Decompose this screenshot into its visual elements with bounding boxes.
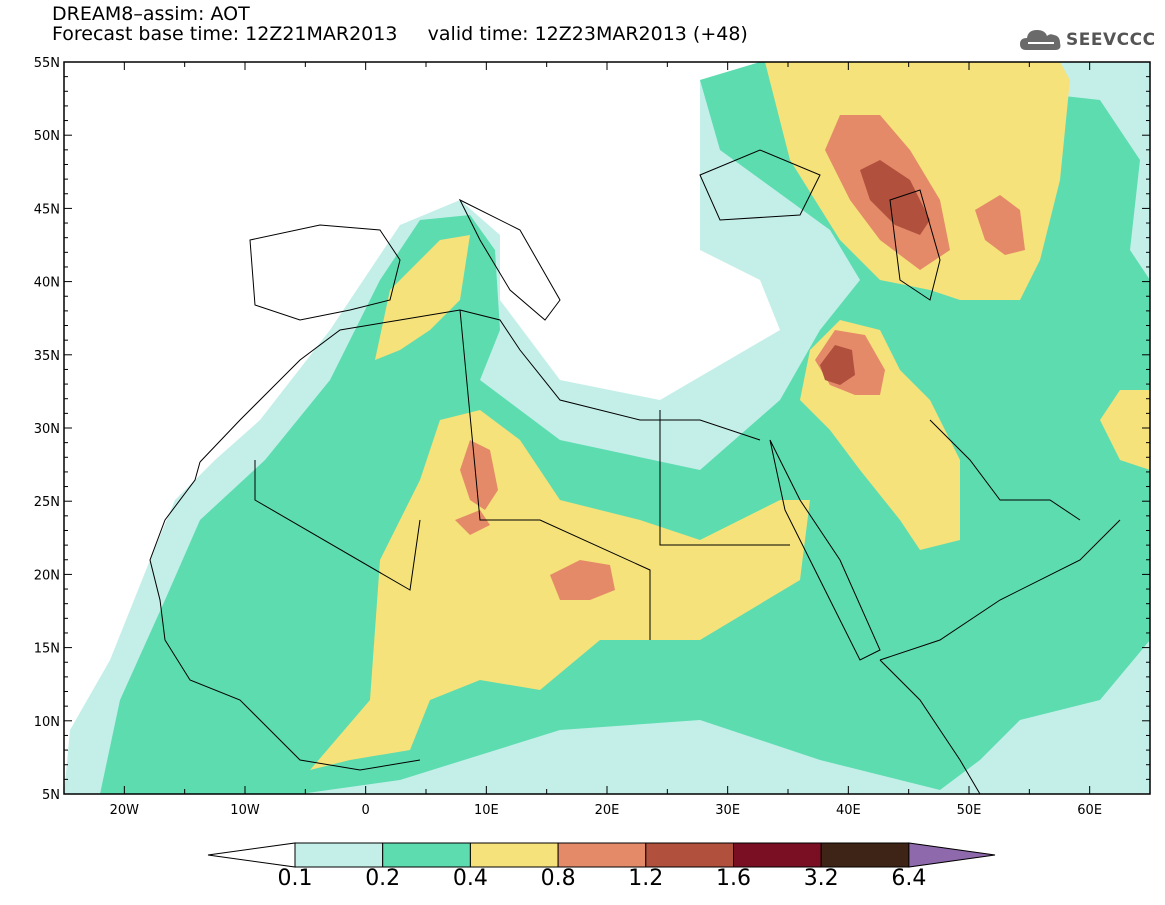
colorbar-swatch — [645, 842, 734, 868]
cloud-icon — [1020, 30, 1061, 50]
axis-tick-labels: 20W 10W 0 10E 20E 30E 40E 50E 60E 55N 50N 45N 40N 35N… — [34, 56, 1102, 818]
coastline-west-africa — [149, 461, 421, 771]
y-tick-label: 10N — [34, 715, 60, 730]
colorbar-level-label: 0.4 — [452, 866, 488, 891]
border-mali — [254, 460, 421, 591]
colorbar — [207, 842, 996, 868]
aot-band-0.8-aral — [975, 195, 1025, 255]
coastline-east-africa — [879, 659, 981, 794]
aot-band-0.4-north — [375, 235, 470, 360]
logo-text: SEEVCCC — [1066, 30, 1156, 50]
colorbar-swatch — [820, 842, 910, 868]
x-tick-label: 20E — [595, 803, 620, 818]
aot-band-0.8-libya-south — [455, 510, 490, 535]
x-tick-label: 0 — [362, 803, 370, 818]
y-tick-label: 20N — [34, 568, 60, 583]
colorbar-under-triangle — [207, 842, 296, 868]
aot-band-0.4-iran — [1100, 390, 1150, 470]
aot-field — [64, 62, 1150, 794]
colorbar-swatch — [469, 842, 559, 868]
coastline-arabia — [879, 519, 1121, 661]
x-tick-label: 30E — [715, 803, 740, 818]
y-tick-label: 55N — [34, 56, 60, 71]
y-tick-label: 25N — [34, 495, 60, 510]
coastline-italy — [458, 198, 561, 321]
coastline-iberia — [249, 224, 401, 321]
logo: SEEVCCC — [1018, 24, 1158, 56]
coastline-gulf — [929, 419, 1081, 521]
colorbar-level-label: 6.4 — [891, 866, 927, 891]
coastline-north-africa — [199, 309, 761, 463]
y-tick-label: 40N — [34, 276, 60, 291]
base-time-label: Forecast base time: 12Z21MAR2013 — [52, 23, 398, 45]
coastlines — [149, 149, 1121, 794]
colorbar-swatch — [733, 842, 822, 868]
colorbar-level-label: 1.6 — [716, 866, 751, 891]
y-tick-label: 45N — [34, 202, 60, 217]
colorbar-level-label: 0.1 — [277, 866, 313, 891]
coastline-black-sea — [699, 149, 821, 221]
y-tick-label: 30N — [34, 422, 60, 437]
y-tick-label: 15N — [34, 642, 60, 657]
coastline-caspian — [889, 189, 941, 301]
aot-band-0.8-libya — [460, 440, 498, 510]
coastline-red-sea — [769, 439, 881, 661]
time-info: Forecast base time: 12Z21MAR2013 valid t… — [52, 24, 748, 44]
x-tick-label: 10E — [474, 803, 499, 818]
colorbar-level-label: 3.2 — [803, 866, 839, 891]
x-tick-label: 50E — [957, 803, 982, 818]
colorbar-swatch — [294, 842, 384, 868]
y-tick-label: 5N — [42, 788, 60, 803]
y-tick-label: 50N — [34, 129, 60, 144]
border-egypt — [659, 410, 790, 546]
colorbar-over-triangle — [908, 842, 996, 868]
aot-band-0.8-chad — [550, 560, 615, 600]
x-tick-label: 20W — [110, 803, 140, 818]
colorbar-level-label: 0.8 — [540, 866, 576, 891]
map-title: DREAM8–assim: AOT — [52, 3, 250, 25]
axis-ticks — [63, 61, 1151, 795]
colorbar-level-label: 1.2 — [628, 866, 664, 891]
border-algeria-libya — [459, 309, 651, 640]
y-tick-label: 35N — [34, 349, 60, 364]
x-tick-label: 10W — [230, 803, 260, 818]
x-tick-label: 60E — [1077, 803, 1102, 818]
valid-time-label: valid time: 12Z23MAR2013 (+48) — [427, 23, 748, 45]
aot-band-1.2-caspian — [860, 160, 930, 235]
aot-band-1.2-iraq — [820, 345, 855, 385]
colorbar-level-label: 0.2 — [365, 866, 401, 891]
colorbar-swatch — [382, 842, 471, 868]
x-tick-label: 40E — [836, 803, 861, 818]
colorbar-swatch — [557, 842, 647, 868]
